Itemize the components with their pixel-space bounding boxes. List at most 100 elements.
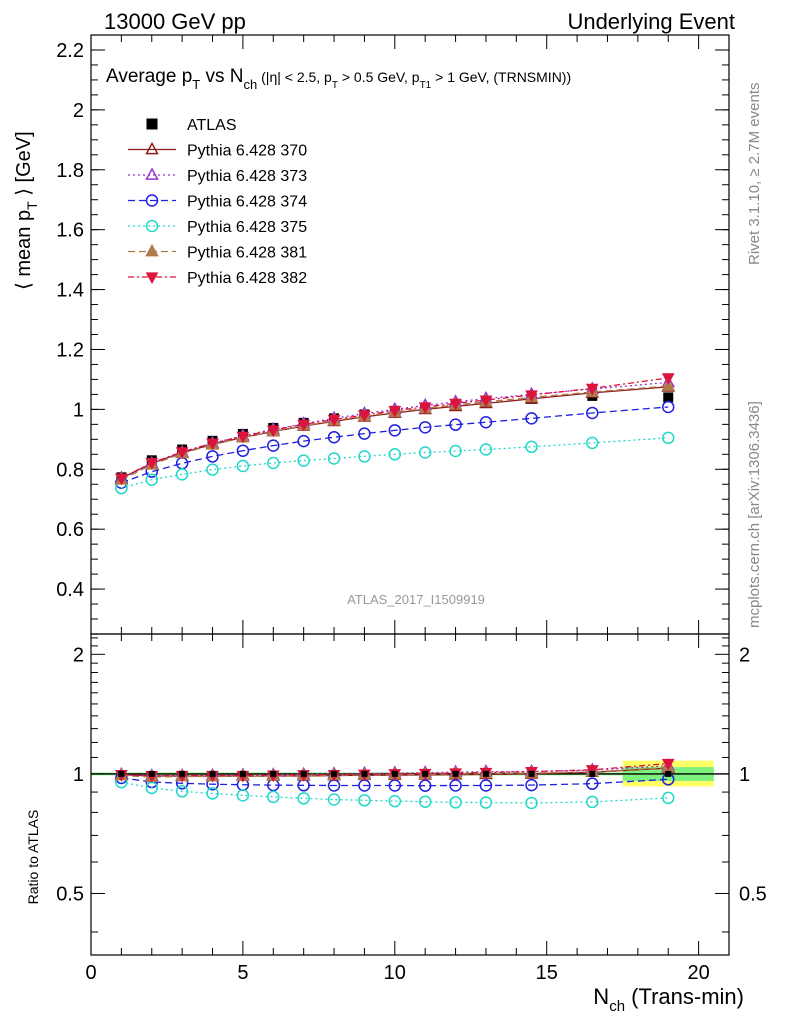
ratio-data-point	[236, 789, 250, 802]
ratio-data-point	[239, 770, 246, 777]
legend-label: Pythia 6.428 382	[187, 270, 307, 287]
ratio-data-point	[270, 770, 277, 777]
series-pythia-6.428-374	[115, 400, 675, 490]
data-point	[236, 444, 250, 457]
data-point	[175, 468, 189, 481]
data-point	[327, 430, 341, 444]
ratio-y-tick-label: 2	[73, 644, 84, 666]
legend: ATLAS Pythia 6.428 370 Pythia 6.428 373 Pyt…	[128, 117, 307, 287]
legend-label: Pythia 6.428 374	[187, 194, 307, 211]
data-point	[661, 373, 675, 386]
main-y-tick-label: 1.8	[56, 160, 84, 182]
data-point	[267, 456, 280, 470]
data-point	[418, 421, 432, 434]
ratio-data-point	[586, 795, 599, 809]
ratio-data-point	[589, 770, 596, 777]
ratio-data-point	[118, 770, 125, 777]
data-point	[206, 450, 219, 463]
ratio-series-line	[121, 781, 669, 804]
ratio-series-line	[121, 766, 669, 778]
data-point	[479, 395, 493, 408]
data-point	[236, 431, 250, 444]
ratio-series-pythia-6.428-375	[115, 775, 675, 810]
data-point	[327, 452, 341, 465]
ratio-data-point	[661, 758, 675, 771]
ratio-frame	[90, 633, 730, 956]
data-point	[661, 431, 675, 445]
data-point	[388, 424, 402, 437]
ratio-y-tick-label-right: 2	[739, 644, 750, 666]
ratio-data-point	[479, 796, 493, 809]
data-point	[145, 458, 159, 470]
ratio-y-tick-label: 1	[73, 764, 84, 786]
data-point	[297, 434, 310, 448]
data-point	[525, 412, 538, 425]
x-tick-label: 5	[237, 962, 248, 984]
x-axis-label: Nch (Trans-min)	[593, 984, 744, 1015]
ratio-data-point	[361, 770, 368, 777]
legend-marker	[145, 141, 159, 155]
ratio-data-point	[422, 770, 429, 777]
series-pythia-6.428-375	[115, 431, 675, 495]
data-point	[267, 439, 280, 452]
ratio-data-point	[525, 796, 538, 810]
main-y-tick-label: 1.2	[56, 339, 84, 361]
series-pythia-6.428-382	[115, 373, 675, 486]
ratio-data-point	[331, 770, 338, 777]
main-y-tick-label: 1.6	[56, 220, 84, 242]
ratio-data-point	[327, 793, 341, 806]
ratio-data-point	[297, 792, 310, 805]
main-y-tick-label: 0.8	[56, 459, 84, 481]
ratio-data-point	[452, 770, 459, 777]
data-point	[297, 419, 311, 432]
ratio-data-point	[209, 770, 216, 777]
legend-marker	[145, 219, 159, 233]
data-point	[479, 443, 493, 456]
mcplots-label: mcplots.cern.ch [arXiv:1306.3436]	[746, 401, 763, 628]
ratio-y-tick-label-right: 1	[739, 764, 750, 786]
main-ylabel: ⟨ mean pT ⟩ [GeV]	[13, 131, 40, 290]
ratio-data-point	[206, 787, 219, 800]
header-process-label: Underlying Event	[567, 9, 735, 34]
ratio-data-point	[661, 791, 675, 805]
series-line	[121, 437, 669, 489]
ratio-data-point	[482, 770, 489, 777]
ratio-ylabel: Ratio to ATLAS	[25, 810, 41, 905]
data-point	[418, 402, 432, 415]
main-y-tick-label: 0.6	[56, 519, 84, 541]
ratio-data-point	[267, 790, 280, 804]
legend-marker	[145, 272, 159, 285]
data-point	[663, 392, 674, 403]
legend-marker	[145, 243, 159, 257]
data-point	[418, 446, 432, 459]
ratio-data-point	[585, 765, 599, 777]
main-plot-title: Average pT vs Nch (|η| < 2.5, pT > 0.5 G…	[106, 66, 571, 92]
main-y-tick-label: 1	[73, 399, 84, 421]
data-point	[661, 378, 675, 391]
ratio-y-tick-label: 0.5	[56, 883, 84, 905]
ratio-data-point	[388, 794, 402, 808]
data-point	[115, 473, 128, 486]
data-point	[236, 459, 250, 473]
legend-marker	[146, 118, 158, 130]
analysis-id: ATLAS_2017_I1509919	[347, 592, 485, 607]
series-line	[121, 386, 669, 479]
ratio-panel: 0.5 0.51 12 20 5 10 15 20	[56, 633, 767, 984]
main-y-tick-label: 2.2	[56, 40, 84, 62]
ratio-y-tick-label-right: 0.5	[739, 883, 767, 905]
data-point	[586, 406, 599, 420]
data-point	[206, 463, 219, 476]
ratio-series-line	[121, 762, 669, 777]
legend-label: Pythia 6.428 375	[187, 219, 307, 236]
x-tick-label: 0	[85, 962, 96, 984]
ratio-data-point	[418, 795, 432, 808]
data-point	[297, 454, 310, 467]
main-panel: 0.4 0.6 0.8 1 1.2 1.4 1.6 1.8 2 2.2	[56, 34, 730, 635]
data-point	[388, 405, 402, 418]
ratio-series-atlas	[118, 770, 672, 777]
ratio-data-point	[179, 770, 186, 777]
ratio-data-point	[449, 796, 462, 809]
data-point	[358, 410, 371, 423]
x-tick-label: 10	[384, 962, 406, 984]
